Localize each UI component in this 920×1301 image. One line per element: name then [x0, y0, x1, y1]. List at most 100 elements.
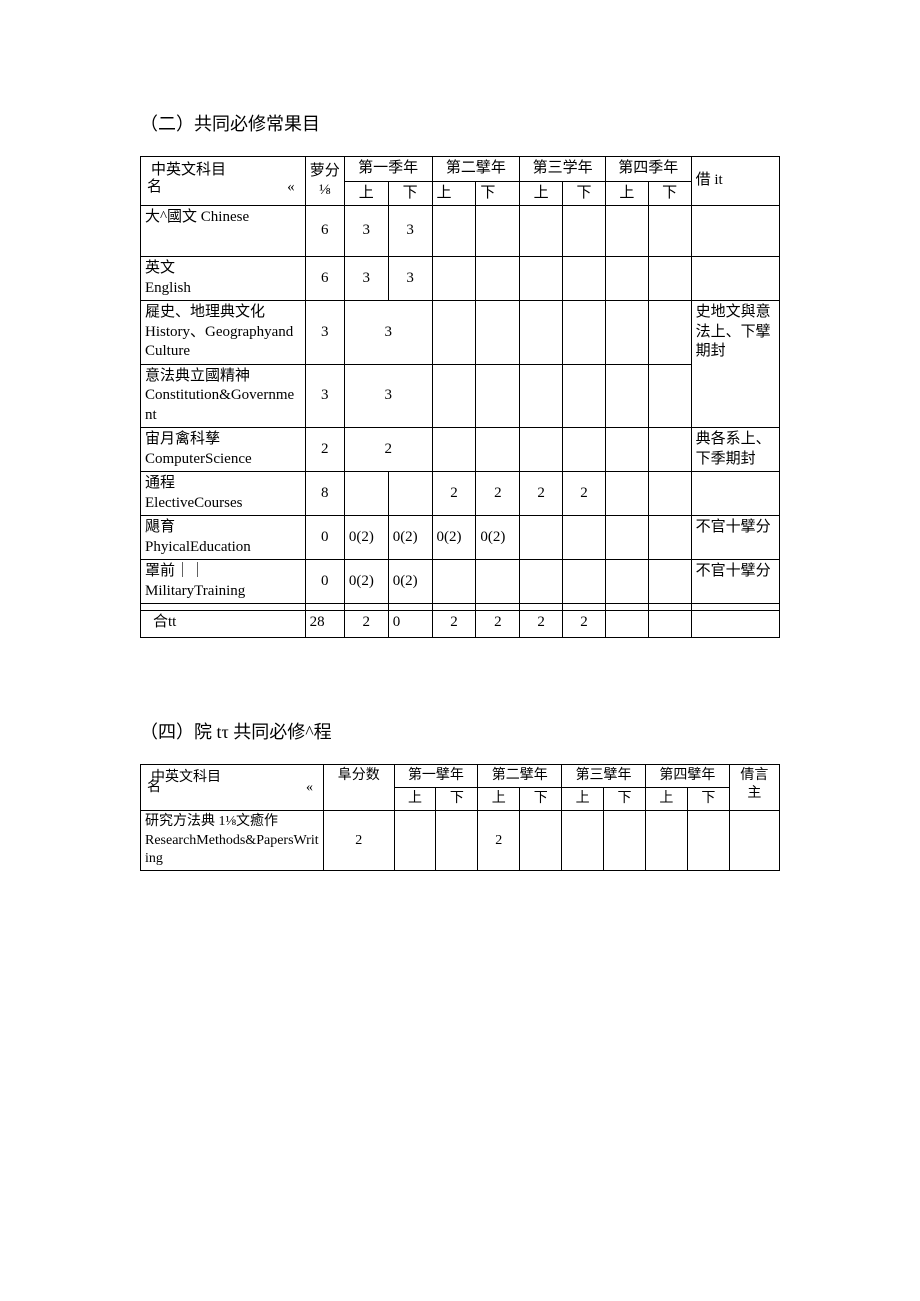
header-y3d: 下	[563, 181, 606, 206]
cell: 2	[432, 611, 476, 638]
cell-subject: 通程ElectiveCourses	[141, 472, 306, 516]
header-subject-name: 名	[147, 178, 162, 198]
cell-credit: 3	[305, 301, 344, 365]
table-row: 英文English 6 3 3	[141, 257, 780, 301]
cell	[605, 206, 648, 257]
cell	[605, 611, 648, 638]
cell-credit: 2	[305, 428, 344, 472]
cell-remark: 不官十擘分	[691, 516, 779, 560]
cell: 0(2)	[388, 516, 432, 560]
cell-credit: 0	[305, 560, 344, 604]
cell: 2	[344, 428, 432, 472]
cell	[563, 560, 606, 604]
cell	[648, 206, 691, 257]
table-row: 通程ElectiveCourses 8 2 2 2 2	[141, 472, 780, 516]
cell: 0(2)	[432, 516, 476, 560]
cell: 2	[432, 472, 476, 516]
cell-remark: 不官十擘分	[691, 560, 779, 604]
cell	[432, 206, 476, 257]
header-y4u: 上	[605, 181, 648, 206]
cell-credit: 6	[305, 257, 344, 301]
cell	[687, 811, 729, 871]
header-subject-name: 名	[147, 779, 161, 797]
header-remark: 倩言主	[729, 765, 779, 811]
table2-header-row1: 中英文科目 名 « 阜分数 第一擘年 第二擘年 第三擘年 第四擘年 倩言主	[141, 765, 780, 788]
header-year4: 第四季年	[605, 157, 691, 182]
cell	[563, 428, 606, 472]
table-row: 屣史、地理典文化History、GeographyandCulture 3 3 …	[141, 301, 780, 365]
header-subject: 中英文科目 名 «	[141, 765, 324, 811]
cell	[605, 472, 648, 516]
table1-header-row1: 中英文科目 名 « 萝分⅛ 第一季年 第二擘年 第三学年 第四季年 借 it	[141, 157, 780, 182]
cell	[520, 560, 563, 604]
cell: 2	[344, 611, 388, 638]
cell: 28	[305, 611, 344, 638]
cell: 2	[478, 811, 520, 871]
header-y1u: 上	[394, 788, 436, 811]
header-y2u: 上	[432, 181, 476, 206]
header-credit: 萝分⅛	[305, 157, 344, 206]
cell-subject: 意法典立國精神Constitution&Government	[141, 364, 306, 428]
table-row: 研究方法典 1⅛文癒作ResearchMethods&PapersWriting…	[141, 811, 780, 871]
cell	[605, 257, 648, 301]
header-y2d: 下	[520, 788, 562, 811]
cell-credit: 3	[305, 364, 344, 428]
cell	[563, 206, 606, 257]
header-year4: 第四擘年	[645, 765, 729, 788]
header-y1d: 下	[436, 788, 478, 811]
cell	[604, 811, 646, 871]
cell	[476, 206, 520, 257]
header-year1: 第一季年	[344, 157, 432, 182]
cell	[520, 301, 563, 365]
cell	[432, 257, 476, 301]
cell-subject: 飓育PhyicalEducation	[141, 516, 306, 560]
cell	[605, 560, 648, 604]
cell	[648, 516, 691, 560]
cell-subject: 屣史、地理典文化History、GeographyandCulture	[141, 301, 306, 365]
table-row: 罩前｜｜MilitaryTraining 0 0(2) 0(2) 不官十擘分	[141, 560, 780, 604]
cell	[520, 364, 563, 428]
table-row: 大^國文 Chinese 6 3 3	[141, 206, 780, 257]
cell: 3	[344, 257, 388, 301]
cell	[432, 301, 476, 365]
cell: 0(2)	[388, 560, 432, 604]
header-credit: 阜分数	[324, 765, 395, 811]
cell	[648, 428, 691, 472]
cell: 2	[563, 611, 606, 638]
cell	[563, 516, 606, 560]
header-y3d: 下	[604, 788, 646, 811]
cell-subject: 罩前｜｜MilitaryTraining	[141, 560, 306, 604]
header-remark: 借 it	[691, 157, 779, 206]
cell	[476, 257, 520, 301]
cell: 3	[344, 364, 432, 428]
cell-subject: 宙月禽科孳ComputerScience	[141, 428, 306, 472]
cell: 0(2)	[344, 516, 388, 560]
header-year1: 第一擘年	[394, 765, 478, 788]
cell	[645, 811, 687, 871]
cell	[476, 428, 520, 472]
cell: 0(2)	[344, 560, 388, 604]
table-row: 意法典立國精神Constitution&Government 3 3	[141, 364, 780, 428]
cell	[436, 811, 478, 871]
header-year3: 第三学年	[520, 157, 606, 182]
cell: 0	[388, 611, 432, 638]
cell	[648, 364, 691, 428]
cell: 2	[520, 611, 563, 638]
cell	[563, 301, 606, 365]
header-year2: 第二擘年	[478, 765, 562, 788]
header-y4u: 上	[645, 788, 687, 811]
cell-remark	[691, 472, 779, 516]
cell	[476, 560, 520, 604]
cell	[520, 428, 563, 472]
header-y3u: 上	[562, 788, 604, 811]
section2-title: （四）院 tτ 共同必修^程	[140, 718, 780, 744]
cell	[605, 428, 648, 472]
table-row: 宙月禽科孳ComputerScience 2 2 典各系上、下季期封	[141, 428, 780, 472]
cell: 3	[388, 257, 432, 301]
cell-remark: 典各系上、下季期封	[691, 428, 779, 472]
cell	[520, 516, 563, 560]
total-label: 合tt	[141, 611, 306, 638]
cell	[394, 811, 436, 871]
cell	[605, 301, 648, 365]
cell	[648, 257, 691, 301]
